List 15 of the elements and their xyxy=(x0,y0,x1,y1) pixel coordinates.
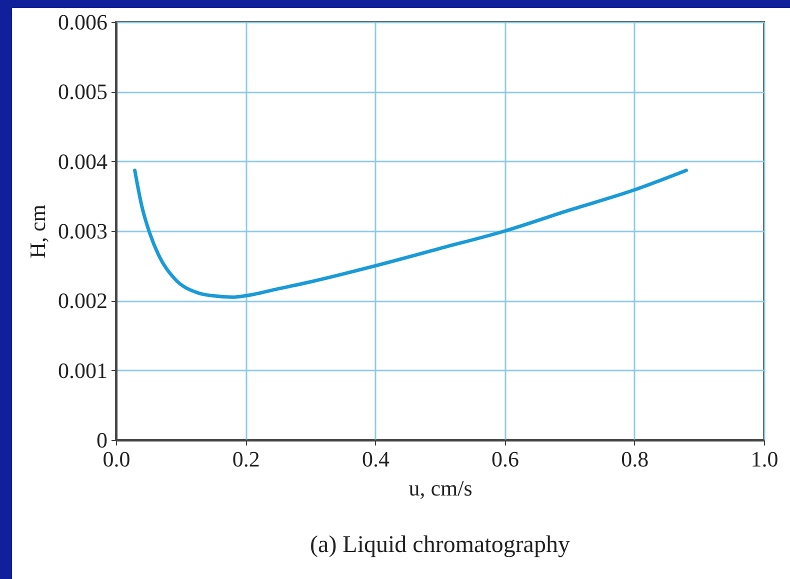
x-tick-label: 1.0 xyxy=(750,446,778,472)
y-tick-label: 0.006 xyxy=(58,10,108,34)
y-tick-label: 0.002 xyxy=(58,288,108,314)
x-tick-label: 0.6 xyxy=(492,446,520,472)
y-tick-label: 0.005 xyxy=(58,79,108,104)
x-axis-title: u, cm/s xyxy=(408,476,472,500)
line-series xyxy=(133,168,688,299)
x-tick-label: 0.8 xyxy=(621,446,649,472)
y-tick-label: 0.003 xyxy=(58,218,108,244)
y-tick-label: 0.004 xyxy=(58,148,108,174)
y-tick-label: 0.001 xyxy=(58,358,108,383)
x-tick-label: 0.4 xyxy=(362,446,390,472)
text: (a) Liquid chromatography xyxy=(310,532,570,558)
y-axis-title: H, cm xyxy=(25,204,50,258)
x-tick-label: 0.2 xyxy=(232,446,260,472)
